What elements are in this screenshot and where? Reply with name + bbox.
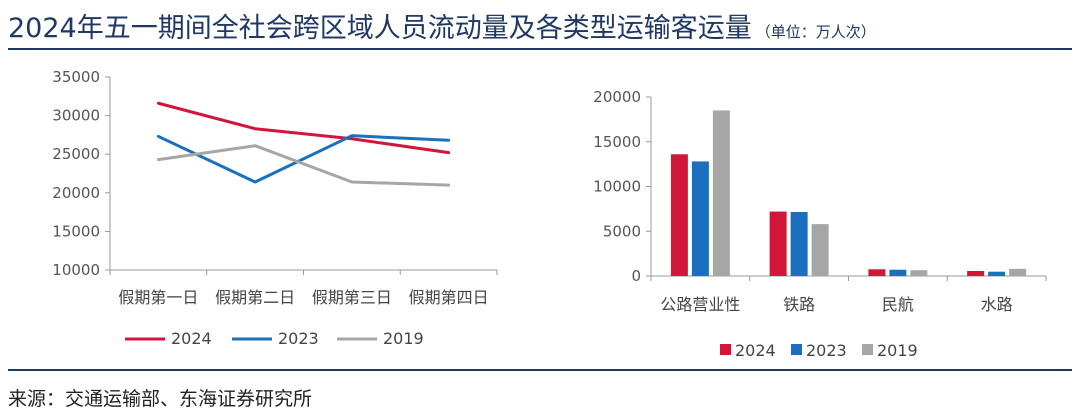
y-tick-label: 30000 <box>52 107 100 125</box>
bar-chart: 20000 15000 10000 5000 0 公路营业性 铁路 民航 水路 2024 2023 2… <box>593 88 1047 360</box>
bar-2019 <box>712 110 730 276</box>
legend-label-2019: 2019 <box>383 329 424 348</box>
legend-label-2024: 2024 <box>171 329 212 348</box>
bar-category-label: 水路 <box>981 295 1013 314</box>
bar-legend-swatch-2024 <box>720 344 731 355</box>
title-unit: （单位：万人次） <box>755 23 876 41</box>
header: 2024年五一期间全社会跨区域人员流动量及各类型运输客运量 （单位：万人次） <box>0 0 1080 52</box>
y-tick-label: 35000 <box>52 68 100 86</box>
bar-y-tick-label: 5000 <box>603 222 641 240</box>
x-category-label: 假期第二日 <box>215 288 295 307</box>
bar-2019 <box>910 270 928 276</box>
line-chart: 35000 30000 25000 20000 15000 10000 假期第一日 假期第二日… <box>52 68 498 348</box>
bar-y-tick-label: 10000 <box>593 178 641 196</box>
bar-category-label: 公路营业性 <box>660 295 740 314</box>
y-tick-label: 25000 <box>52 145 100 163</box>
x-category-label: 假期第一日 <box>118 288 198 307</box>
x-category-label: 假期第三日 <box>312 288 392 307</box>
bar-2023 <box>988 271 1006 276</box>
x-category-label: 假期第四日 <box>409 288 489 307</box>
bar-2023 <box>889 269 907 276</box>
title-divider <box>8 48 1072 50</box>
bar-2024 <box>868 269 886 276</box>
y-tick-label: 15000 <box>52 222 100 240</box>
bar-2023 <box>691 161 709 276</box>
bar-y-tick-label: 20000 <box>593 88 641 106</box>
bar-2024 <box>967 270 985 276</box>
bar-legend-label-2023: 2023 <box>806 341 847 360</box>
series-line-2019 <box>156 144 451 187</box>
bar-2024 <box>769 211 787 276</box>
y-tick-label: 20000 <box>52 184 100 202</box>
footer-divider <box>8 369 1072 371</box>
y-tick-label: 10000 <box>52 261 100 279</box>
title-text: 2024年五一期间全社会跨区域人员流动量及各类型运输客运量 <box>8 13 752 44</box>
chart-title: 2024年五一期间全社会跨区域人员流动量及各类型运输客运量 （单位：万人次） <box>8 6 876 45</box>
bar-legend-swatch-2023 <box>791 344 802 355</box>
bar-legend-label-2019: 2019 <box>877 341 918 360</box>
bar-legend-swatch-2019 <box>862 344 873 355</box>
series-line-2024 <box>156 101 451 155</box>
source-note: 来源：交通运输部、东海证券研究所 <box>8 388 313 410</box>
legend-label-2023: 2023 <box>278 329 319 348</box>
bar-2023 <box>790 212 808 276</box>
series-line-2023 <box>156 134 451 184</box>
bar-category-label: 铁路 <box>783 295 815 314</box>
bar-category-label: 民航 <box>882 295 914 314</box>
bar-2019 <box>811 224 829 276</box>
bar-2024 <box>670 154 688 276</box>
bar-y-tick-label: 0 <box>631 267 641 285</box>
bar-y-tick-label: 15000 <box>593 133 641 151</box>
bar-legend-label-2024: 2024 <box>735 341 776 360</box>
bar-2019 <box>1009 268 1027 276</box>
